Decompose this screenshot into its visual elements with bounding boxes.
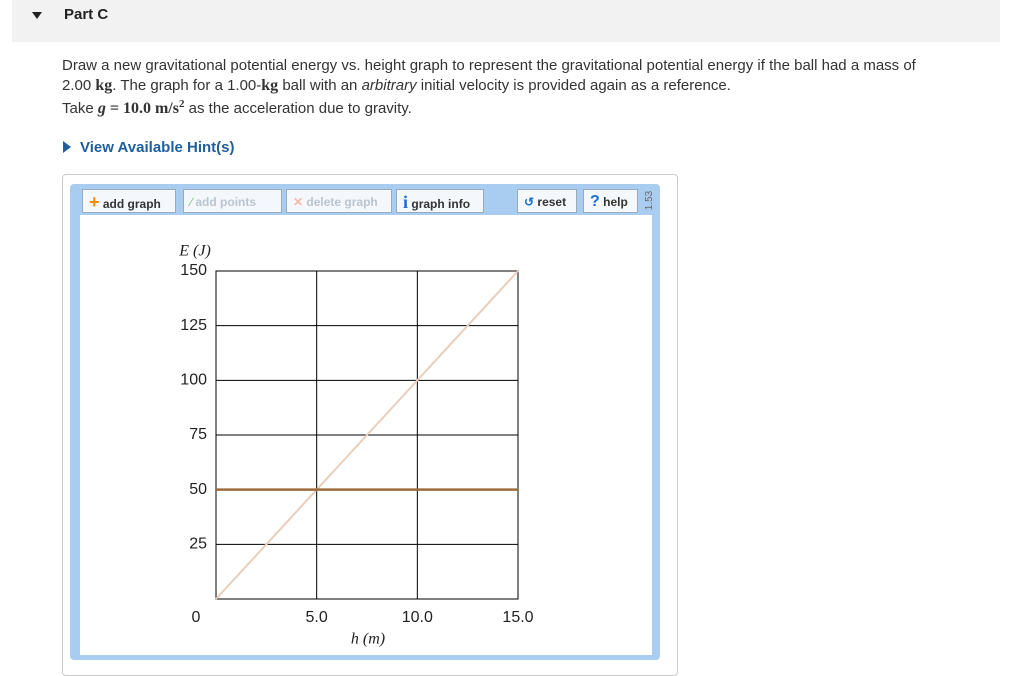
expand-icon <box>63 141 71 153</box>
label: graph info <box>411 197 471 211</box>
y-tick-label: 75 <box>189 426 207 443</box>
x-tick-label: 5.0 <box>306 609 328 626</box>
graph-line <box>215 270 519 600</box>
label: delete graph <box>306 195 378 209</box>
text: . The graph for a 1.00- <box>112 77 262 94</box>
y-tick-label: 100 <box>180 372 207 389</box>
add-points-button[interactable]: ∕ add points <box>183 189 282 213</box>
y-tick-label: 25 <box>189 536 207 553</box>
label: add graph <box>102 197 161 211</box>
unit: kg <box>261 77 279 94</box>
label: add points <box>195 195 257 209</box>
text: as the acceleration due to gravity. <box>184 100 412 117</box>
problem-line: Draw a new gravitational potential energ… <box>62 57 916 74</box>
collapse-icon <box>32 12 42 19</box>
text: Draw a new gravitational potential energ… <box>62 57 916 74</box>
part-header[interactable]: Part C <box>12 0 1000 42</box>
math: g <box>97 100 106 117</box>
label: help <box>603 195 628 209</box>
text: ball with an <box>278 77 362 94</box>
text: 2.00 <box>62 77 96 94</box>
x-tick-label: 0 <box>192 609 201 626</box>
x-axis-label: h (m) <box>351 631 385 648</box>
problem-line: Take g = 10.0 m/s2 as the acceleration d… <box>62 98 412 118</box>
help-button[interactable]: ? help <box>583 189 638 213</box>
y-tick-label: 50 <box>189 481 207 498</box>
hint-link[interactable]: View Available Hint(s) <box>62 139 235 156</box>
y-tick-label: 150 <box>180 262 207 279</box>
reset-button[interactable]: ↺ reset <box>517 189 577 213</box>
delete-graph-button[interactable]: ✕ delete graph <box>286 189 392 213</box>
y-tick-label: 125 <box>180 317 207 334</box>
math: = 10.0 m/s <box>105 100 179 117</box>
text: Take <box>62 100 98 117</box>
hint-label: View Available Hint(s) <box>80 139 235 156</box>
text: arbitrary <box>361 77 417 94</box>
unit: kg <box>95 77 113 94</box>
y-axis-label: E (J) <box>178 243 211 260</box>
math: 2 <box>178 98 185 110</box>
problem-line: 2.00 kg. The graph for a 1.00-kg ball wi… <box>62 77 731 95</box>
part-title: Part C <box>64 6 109 23</box>
label: reset <box>537 195 567 209</box>
x-tick-label: 15.0 <box>502 609 533 626</box>
text: initial velocity is provided again as a … <box>416 77 731 94</box>
x-tick-label: 10.0 <box>402 609 433 626</box>
add-graph-button[interactable]: + add graph <box>82 189 176 213</box>
graph-info-button[interactable]: i graph info <box>396 189 484 213</box>
plot-border <box>215 270 519 600</box>
